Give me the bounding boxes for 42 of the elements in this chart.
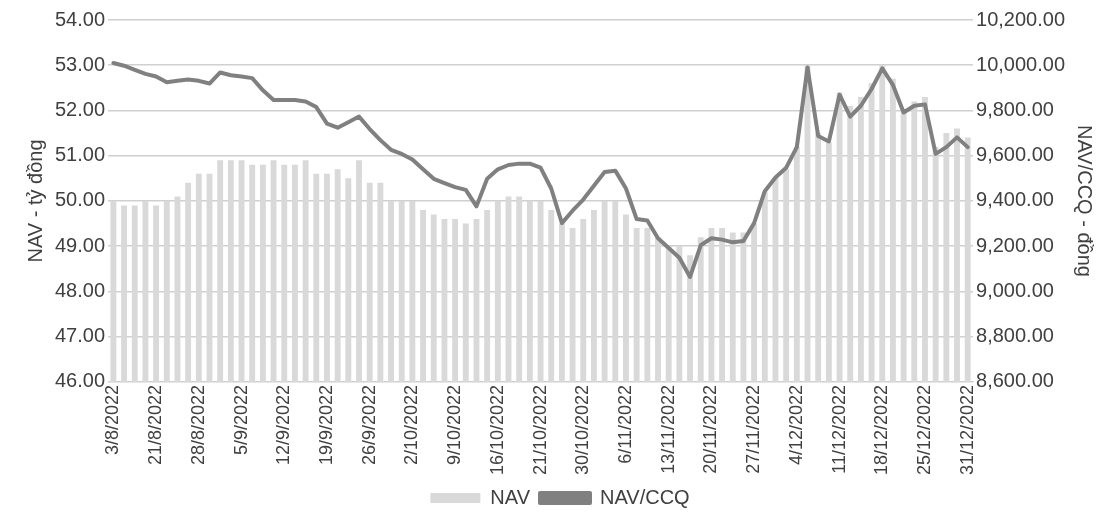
y-tick-label: 49.00 — [54, 233, 106, 256]
x-tick-label: 13/11/2022 — [657, 384, 678, 474]
x-tick-label: 16/10/2022 — [486, 384, 507, 476]
x-tick-label: 20/11/2022 — [700, 384, 721, 474]
x-tick-label: 30/10/2022 — [572, 384, 593, 476]
y-tick-label: 50.00 — [54, 188, 106, 211]
x-tick-label: 18/12/2022 — [871, 384, 892, 476]
x-tick-label: 19/9/2022 — [315, 384, 336, 465]
y2-tick-label: 9,200.00 — [976, 233, 1054, 256]
x-tick-label: 27/11/2022 — [743, 384, 764, 474]
legend-label: NAV/CCQ — [600, 485, 690, 508]
y-tick-label: 52.00 — [54, 97, 106, 120]
y2-tick-label: 9,400.00 — [976, 188, 1054, 211]
x-tick-label: 4/12/2022 — [785, 384, 806, 465]
x-tick-label: 11/12/2022 — [828, 384, 849, 474]
y2-tick-label: 10,200.00 — [976, 7, 1066, 30]
x-tick-label: 25/12/2022 — [913, 384, 934, 476]
y2-tick-label: 8,600.00 — [976, 369, 1054, 392]
y-axis-title: NAV - tỷ đồng — [23, 139, 46, 263]
x-tick-label: 21/8/2022 — [145, 384, 166, 465]
x-tick-label: 21/10/2022 — [529, 384, 550, 476]
x-tick-label: 9/10/2022 — [444, 384, 465, 465]
x-tick-label: 31/12/2022 — [956, 384, 977, 476]
y-tick-label: 54.00 — [54, 7, 106, 30]
y2-tick-label: 9,800.00 — [976, 97, 1054, 120]
x-tick-label: 2/10/2022 — [401, 384, 422, 465]
y2-axis-title: NAV/CCQ - đồng — [1074, 125, 1097, 277]
x-tick-label: 28/8/2022 — [187, 384, 208, 465]
y-tick-label: 46.00 — [54, 369, 106, 392]
y2-tick-label: 9,000.00 — [976, 278, 1054, 301]
y2-tick-label: 10,000.00 — [976, 52, 1066, 75]
y-tick-label: 53.00 — [54, 52, 106, 75]
x-tick-label: 6/11/2022 — [614, 384, 635, 464]
x-tick-label: 5/9/2022 — [230, 384, 251, 455]
y2-tick-label: 8,800.00 — [976, 324, 1054, 347]
y-tick-label: 48.00 — [54, 278, 106, 301]
y-tick-label: 51.00 — [54, 143, 106, 166]
x-tick-label: 12/9/2022 — [273, 384, 294, 465]
y2-tick-label: 9,600.00 — [976, 143, 1054, 166]
x-tick-label: 26/9/2022 — [358, 384, 379, 465]
legend-label: NAV — [490, 485, 531, 508]
y-tick-label: 47.00 — [54, 324, 106, 347]
